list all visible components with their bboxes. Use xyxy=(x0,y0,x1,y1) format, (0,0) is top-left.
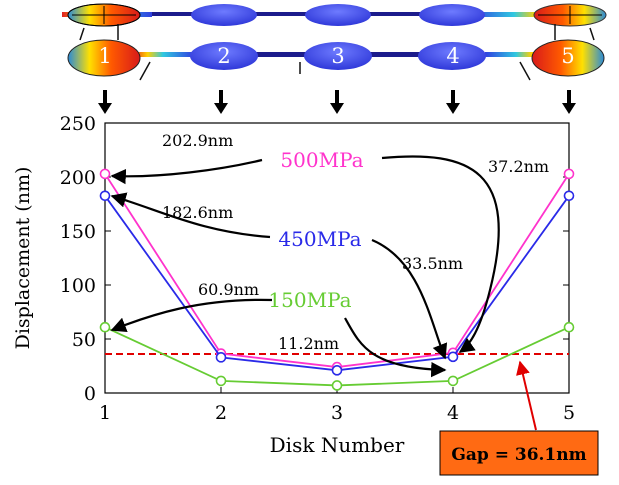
front-disk-3 xyxy=(304,42,372,70)
disk-number-labels: 1 2 3 4 5 xyxy=(98,44,574,68)
disk-label-3: 3 xyxy=(331,44,344,68)
y-tick-label: 0 xyxy=(84,383,96,405)
annotation-182nm: 182.6nm xyxy=(162,203,233,222)
series-label-500MPa: 500MPa xyxy=(280,148,363,172)
disk-label-5: 5 xyxy=(561,44,574,68)
front-disk-5 xyxy=(531,39,605,77)
series-150MPa xyxy=(99,321,575,391)
x-tick-label: 4 xyxy=(447,402,459,424)
x-axis-ticks: 1 2 3 4 5 xyxy=(99,387,575,424)
arrow-11nm xyxy=(344,317,447,378)
disk-pointer-arrows xyxy=(98,90,576,114)
data-point xyxy=(563,168,575,180)
gap-callout-arrow xyxy=(516,360,537,431)
disk-label-1: 1 xyxy=(98,44,111,68)
annotation-202nm: 202.9nm xyxy=(162,131,233,150)
arrow-37nm xyxy=(381,155,500,353)
series-450MPa xyxy=(99,190,575,376)
data-point xyxy=(99,190,111,202)
y-tick-label: 250 xyxy=(60,113,96,135)
gap-label: Gap = 36.1nm xyxy=(451,445,586,465)
y-axis-ticks: 0 50 100 150 200 250 xyxy=(60,113,569,405)
data-point xyxy=(447,351,459,363)
value-annotations: 202.9nm 182.6nm 60.9nm 37.2nm 33.5nm 11.… xyxy=(162,131,549,353)
x-tick-label: 3 xyxy=(331,402,343,424)
arrow-33nm xyxy=(371,238,448,360)
data-point xyxy=(563,190,575,202)
down-arrow-head xyxy=(330,103,344,114)
y-tick-label: 150 xyxy=(60,221,96,243)
x-tick-label: 1 xyxy=(99,402,111,424)
y-tick-label: 50 xyxy=(72,329,96,351)
annotation-11nm: 11.2nm xyxy=(278,334,339,353)
down-arrow-head xyxy=(98,103,112,114)
arrow-202nm xyxy=(110,158,263,185)
disk-label-2: 2 xyxy=(217,44,230,68)
back-disk-3 xyxy=(305,4,371,26)
series-label-450MPa: 450MPa xyxy=(278,227,361,251)
arrow-60nm xyxy=(110,298,273,333)
gap-callout: Gap = 36.1nm xyxy=(439,360,599,476)
series-labels: 500MPa 450MPa 150MPa xyxy=(268,148,363,312)
data-point xyxy=(215,352,227,363)
back-disk-4 xyxy=(419,4,485,26)
annotation-33nm: 33.5nm xyxy=(402,254,463,273)
series-label-150MPa: 150MPa xyxy=(268,288,351,312)
front-disk-1 xyxy=(67,39,141,77)
data-point xyxy=(215,375,227,387)
down-arrow-head xyxy=(446,103,460,114)
x-tick-label: 5 xyxy=(563,402,575,424)
disk-array-back-row xyxy=(62,3,607,27)
annotation-60nm: 60.9nm xyxy=(198,280,259,299)
data-point xyxy=(563,321,575,333)
gap-label-box xyxy=(439,430,599,476)
annotation-37nm: 37.2nm xyxy=(488,157,549,176)
y-axis-label: Displacement (nm) xyxy=(12,167,34,350)
down-arrow-head xyxy=(562,103,576,114)
data-point xyxy=(99,321,111,333)
down-arrow-head xyxy=(214,103,228,114)
data-point xyxy=(331,380,343,391)
y-tick-label: 200 xyxy=(60,167,96,189)
front-disk-2 xyxy=(190,42,258,70)
annotation-arrows xyxy=(110,155,500,378)
x-axis-label: Disk Number xyxy=(270,433,405,457)
y-tick-label: 100 xyxy=(60,275,96,297)
data-point xyxy=(99,168,111,180)
back-disk-2 xyxy=(191,4,257,26)
series-layer xyxy=(99,168,575,391)
disk-label-4: 4 xyxy=(446,44,459,68)
data-point xyxy=(447,375,459,387)
arrow-182nm xyxy=(110,192,271,239)
data-point xyxy=(331,365,343,376)
front-disk-4 xyxy=(418,42,486,70)
disk-array-illustration: 1 2 3 4 5 xyxy=(62,3,607,81)
x-tick-label: 2 xyxy=(215,402,227,424)
disk-array-front-row xyxy=(67,39,605,81)
